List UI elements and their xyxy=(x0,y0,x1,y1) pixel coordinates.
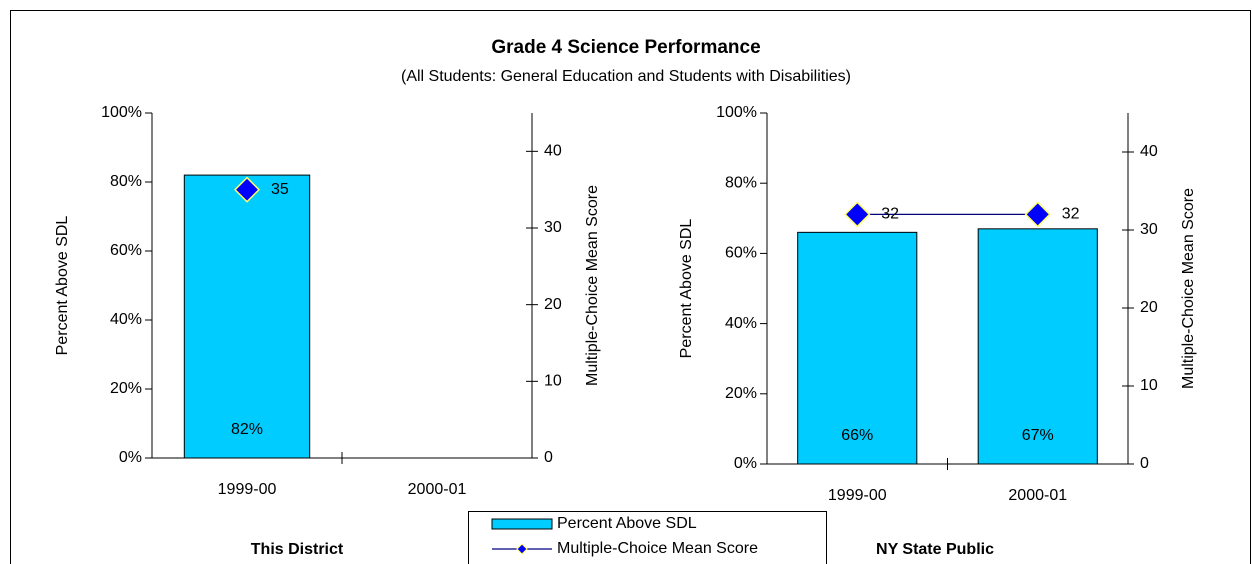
y2-tick-label: 30 xyxy=(544,219,562,236)
y2-tick-label: 30 xyxy=(1140,221,1158,238)
y-tick-label: 100% xyxy=(101,104,142,121)
line-value-label: 32 xyxy=(881,206,899,223)
bar-value-label: 66% xyxy=(841,427,873,444)
y2-tick-label: 0 xyxy=(544,449,553,466)
y-axis-label: Percent Above SDL xyxy=(54,216,71,356)
bar xyxy=(977,228,1098,465)
legend-label: Multiple-Choice Mean Score xyxy=(557,540,758,557)
chart-label: NY State Public xyxy=(876,541,994,558)
x-tick-label: 1999-00 xyxy=(828,487,887,504)
legend-label: Percent Above SDL xyxy=(557,515,697,532)
bar xyxy=(183,174,311,459)
y-tick-label: 60% xyxy=(110,242,142,259)
line-value-label: 35 xyxy=(271,181,289,198)
legend-swatch xyxy=(491,518,553,530)
y-tick-label: 20% xyxy=(725,385,757,402)
x-tick-label: 2000-01 xyxy=(1008,487,1067,504)
y-tick-label: 80% xyxy=(110,173,142,190)
y2-tick-label: 10 xyxy=(1140,377,1158,394)
marker xyxy=(844,201,871,228)
y2-tick-label: 40 xyxy=(1140,143,1158,160)
marker xyxy=(233,176,261,203)
marker xyxy=(1024,201,1051,228)
chart-title: Grade 4 Science Performance xyxy=(491,37,760,58)
chart-label: This District xyxy=(251,541,344,558)
y-tick-label: 20% xyxy=(110,380,142,397)
frame xyxy=(10,10,1251,564)
y2-tick-label: 40 xyxy=(544,143,562,160)
y-tick-label: 0% xyxy=(119,449,142,466)
y-tick-label: 80% xyxy=(725,174,757,191)
y2-tick-label: 20 xyxy=(544,296,562,313)
y-axis-label: Percent Above SDL xyxy=(678,219,695,359)
y-tick-label: 100% xyxy=(716,104,757,121)
bar-value-label: 67% xyxy=(1022,427,1054,444)
chart-subtitle: (All Students: General Education and Stu… xyxy=(401,68,851,85)
x-tick-label: 2000-01 xyxy=(408,481,467,498)
y2-axis-label: Multiple-Choice Mean Score xyxy=(584,185,601,386)
legend: Percent Above SDL Multiple-Choice Mean Sc… xyxy=(468,511,827,564)
y-tick-label: 0% xyxy=(734,455,757,472)
y-tick-label: 60% xyxy=(725,245,757,262)
line-value-label: 32 xyxy=(1062,206,1080,223)
y-tick-label: 40% xyxy=(110,311,142,328)
y2-tick-label: 10 xyxy=(544,373,562,390)
y2-tick-label: 20 xyxy=(1140,299,1158,316)
legend-marker xyxy=(516,543,528,555)
bar xyxy=(797,231,918,465)
bar-value-label: 82% xyxy=(231,421,263,438)
x-tick-label: 1999-00 xyxy=(218,481,277,498)
y2-tick-label: 0 xyxy=(1140,455,1149,472)
y2-axis-label: Multiple-Choice Mean Score xyxy=(1180,188,1197,389)
y-tick-label: 40% xyxy=(725,315,757,332)
